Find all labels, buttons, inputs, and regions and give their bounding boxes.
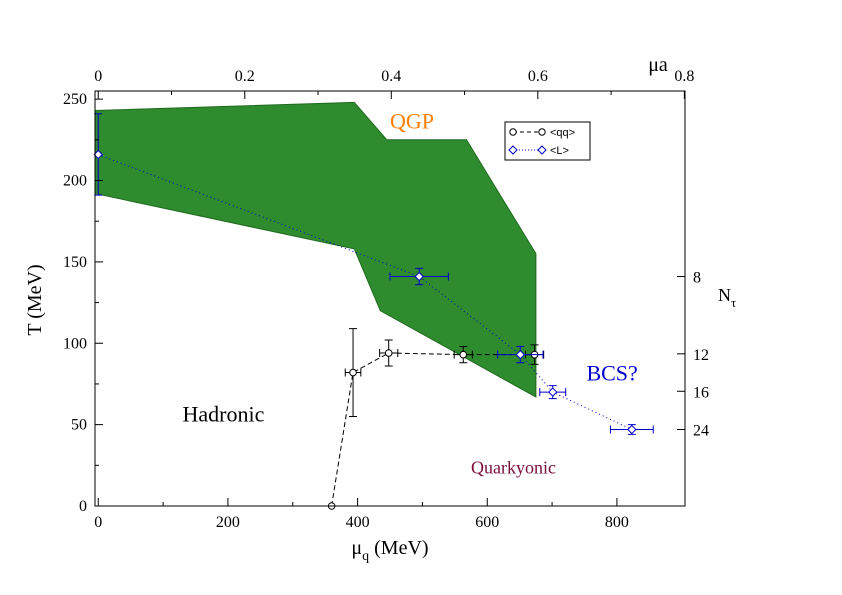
- y-tick-label-5: 250: [63, 91, 87, 108]
- y-axis-label: T (MeV): [24, 264, 46, 335]
- right-axis-label-sub: τ: [731, 295, 736, 310]
- marker-l-4: [627, 424, 637, 435]
- right-axis-label: Nτ: [718, 285, 736, 310]
- legend-marker-qq-b: [538, 128, 546, 136]
- legend-marker-l-a: [508, 145, 518, 155]
- series-line-qq: [331, 352, 535, 507]
- legend: <qq> <L>: [504, 121, 591, 161]
- y-tick-label-2: 100: [63, 335, 87, 352]
- x-axis-label: μq (MeV): [351, 537, 428, 564]
- crossover-band: [94, 101, 537, 398]
- x-tick-label-0: 0: [94, 514, 102, 531]
- marker-l-3: [548, 387, 558, 397]
- x-tick-label-2: 400: [346, 514, 370, 531]
- legend-marker-qq-a: [509, 128, 517, 136]
- marker-qq-3: [459, 350, 468, 359]
- x-tick-label-4: 800: [605, 514, 629, 531]
- legend-box: [504, 121, 591, 161]
- right-tick-label-2: 16: [693, 384, 709, 401]
- y-tick-label-1: 50: [71, 417, 87, 434]
- marker-l-2: [515, 349, 526, 360]
- ticks-layer: 0 200 400 600 800 0 50 100 150 200 250 0 0.2 0.4 0.6 0.…: [63, 68, 709, 531]
- top-tick-label-3: 0.6: [528, 68, 548, 85]
- top-tick-label-2: 0.4: [381, 68, 401, 85]
- series-layer: [93, 113, 654, 510]
- top-axis-label: μa: [648, 54, 668, 76]
- annotation-qgp: QGP: [390, 108, 434, 133]
- x-tick-label-1: 200: [216, 514, 240, 531]
- legend-marker-l-b: [537, 145, 547, 155]
- plot-frame: [94, 90, 686, 507]
- marker-qq-1: [349, 368, 357, 377]
- legend-label-qq: <qq>: [550, 127, 575, 139]
- x-axis-label-unit: (MeV): [369, 537, 428, 559]
- top-tick-label-1: 0.2: [235, 68, 255, 85]
- annotation-quarkyonic: Quarkyonic: [471, 457, 556, 477]
- x-axis-label-sub: q: [362, 549, 369, 564]
- top-tick-label-0: 0: [94, 68, 102, 85]
- top-tick-label-4: 0.8: [674, 68, 694, 85]
- y-tick-label-4: 200: [63, 173, 87, 190]
- marker-l-1: [414, 271, 424, 282]
- right-tick-label-0: 8: [693, 270, 701, 287]
- right-tick-label-1: 12: [693, 347, 709, 364]
- annotation-hadronic: Hadronic: [183, 401, 265, 426]
- right-tick-label-3: 24: [693, 423, 709, 440]
- band-layer: [94, 101, 537, 398]
- legend-label-l: <L>: [550, 145, 569, 157]
- series-line-l: [98, 154, 633, 430]
- marker-qq-2: [384, 349, 393, 357]
- y-tick-label-0: 0: [79, 498, 87, 515]
- annotation-bcs: BCS?: [586, 361, 637, 386]
- x-axis-label-main: μ: [351, 537, 362, 559]
- right-axis-label-main: N: [718, 285, 731, 305]
- marker-l-0: [93, 149, 103, 160]
- y-tick-label-3: 150: [63, 254, 87, 271]
- annotations: QGP Hadronic Quarkyonic BCS?: [183, 108, 638, 477]
- x-tick-label-3: 600: [475, 514, 499, 531]
